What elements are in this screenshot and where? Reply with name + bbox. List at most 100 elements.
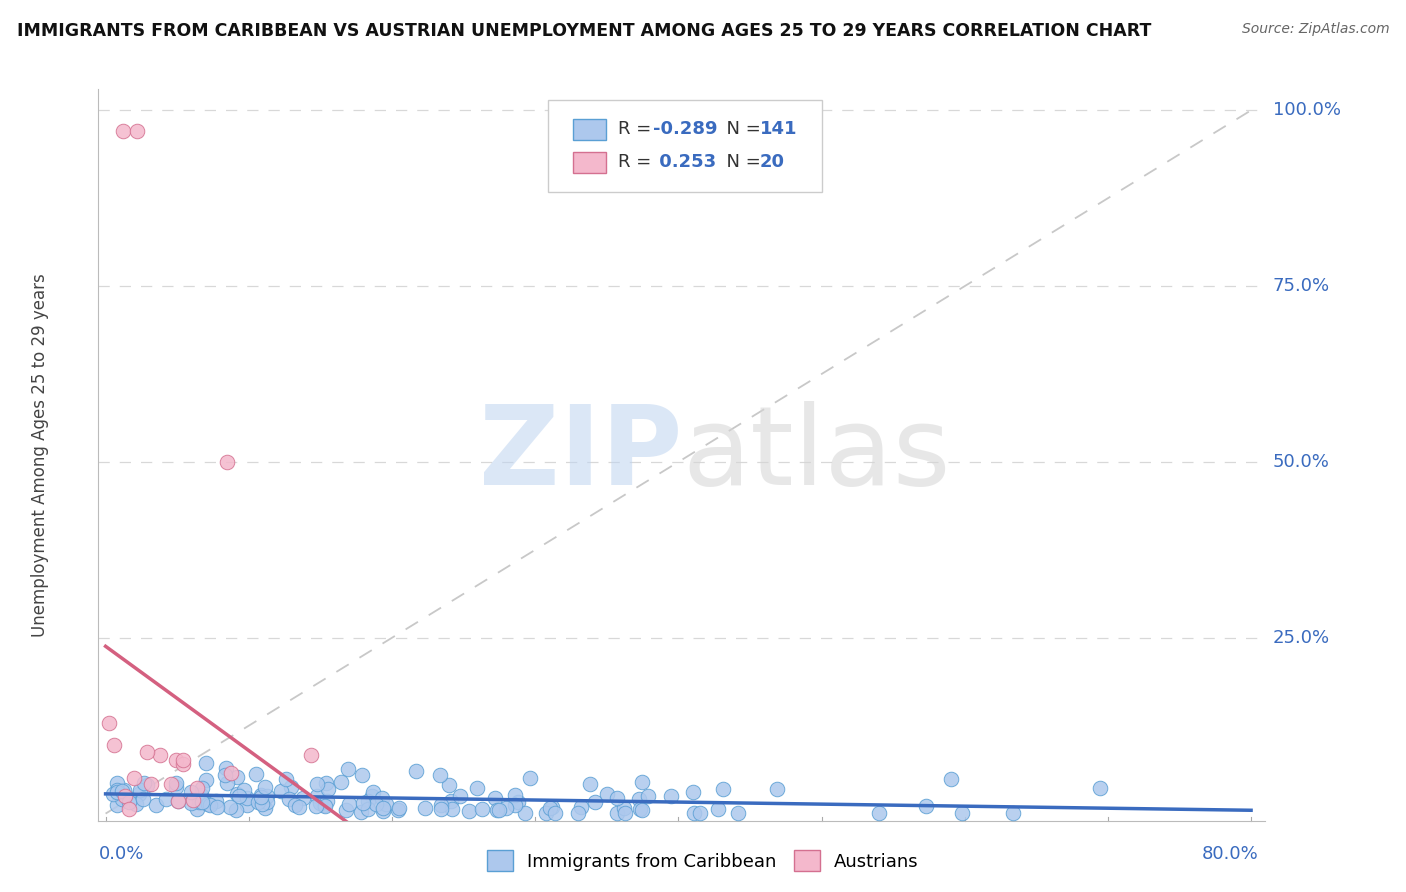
Point xyxy=(103,787,125,801)
Point xyxy=(314,799,336,814)
Point xyxy=(191,795,214,809)
Point xyxy=(361,785,384,799)
Point xyxy=(305,777,328,791)
Point xyxy=(437,778,460,792)
Text: IMMIGRANTS FROM CARIBBEAN VS AUSTRIAN UNEMPLOYMENT AMONG AGES 25 TO 29 YEARS COR: IMMIGRANTS FROM CARIBBEAN VS AUSTRIAN UN… xyxy=(17,22,1152,40)
Point xyxy=(567,805,589,820)
Point xyxy=(387,803,409,817)
Point xyxy=(707,802,730,816)
Point xyxy=(503,797,526,812)
Point xyxy=(256,795,278,809)
Point xyxy=(167,794,190,808)
Point xyxy=(315,775,337,789)
Point xyxy=(214,768,236,782)
Point xyxy=(495,801,517,815)
Point xyxy=(228,789,250,804)
Point xyxy=(105,776,128,790)
Point xyxy=(278,792,301,806)
Point xyxy=(868,805,890,820)
Point xyxy=(215,761,238,775)
Point xyxy=(205,800,228,814)
Point xyxy=(449,789,471,804)
Point xyxy=(117,795,139,809)
Point xyxy=(186,801,208,815)
Point xyxy=(430,798,453,813)
Point xyxy=(307,789,329,804)
Point xyxy=(166,794,188,808)
Point xyxy=(105,798,128,813)
Point xyxy=(606,805,628,820)
Point xyxy=(519,771,541,785)
Text: Unemployment Among Ages 25 to 29 years: Unemployment Among Ages 25 to 29 years xyxy=(31,273,49,637)
Point xyxy=(135,745,157,759)
Text: 75.0%: 75.0% xyxy=(1272,277,1330,295)
Point xyxy=(118,801,141,815)
Point xyxy=(727,805,749,820)
Point xyxy=(335,803,357,817)
Point xyxy=(534,805,557,820)
Point xyxy=(361,789,384,804)
Point xyxy=(429,768,451,782)
Point xyxy=(246,795,269,809)
Point xyxy=(232,783,254,797)
Point xyxy=(159,777,181,791)
Point xyxy=(337,797,360,812)
Point xyxy=(250,790,273,805)
Point xyxy=(136,778,159,792)
Point xyxy=(458,804,481,818)
Point xyxy=(595,787,617,801)
Point xyxy=(253,801,276,815)
Point xyxy=(683,805,706,820)
Text: R =: R = xyxy=(617,120,657,138)
Point xyxy=(659,789,682,804)
Point xyxy=(766,781,789,796)
Point xyxy=(181,793,204,807)
Point xyxy=(172,753,194,767)
Point xyxy=(253,780,276,794)
Point xyxy=(122,771,145,785)
Point xyxy=(98,715,121,730)
Point xyxy=(388,801,411,815)
Text: 0.253: 0.253 xyxy=(652,153,716,171)
Point xyxy=(429,802,451,816)
Text: ZIP: ZIP xyxy=(478,401,682,508)
Point xyxy=(315,794,337,808)
Legend: Immigrants from Caribbean, Austrians: Immigrants from Caribbean, Austrians xyxy=(479,843,927,879)
Point xyxy=(627,791,650,805)
Point xyxy=(370,790,392,805)
Text: Source: ZipAtlas.com: Source: ZipAtlas.com xyxy=(1241,22,1389,37)
Point xyxy=(128,783,150,797)
Point xyxy=(630,774,652,789)
Text: atlas: atlas xyxy=(682,401,950,508)
Point xyxy=(613,800,636,814)
Text: N =: N = xyxy=(714,153,766,171)
Point xyxy=(336,762,359,776)
Point xyxy=(915,798,938,813)
Point xyxy=(105,785,128,799)
Text: 141: 141 xyxy=(761,120,797,138)
Point xyxy=(578,777,600,791)
Point xyxy=(274,772,297,787)
Point xyxy=(287,800,309,814)
Point xyxy=(249,788,271,802)
Point xyxy=(484,790,506,805)
Point xyxy=(284,798,307,813)
Point xyxy=(413,801,436,815)
Point xyxy=(111,791,134,805)
Point xyxy=(225,770,247,784)
Point xyxy=(215,776,238,790)
Point xyxy=(471,802,494,816)
Point xyxy=(225,803,247,817)
Point xyxy=(364,797,387,812)
Point xyxy=(197,797,219,811)
Point xyxy=(637,789,659,803)
Point xyxy=(544,805,567,820)
Point xyxy=(357,802,380,816)
Point xyxy=(236,797,259,812)
Point xyxy=(187,795,209,809)
Point xyxy=(149,747,172,762)
Point xyxy=(105,783,128,797)
Point xyxy=(250,797,273,811)
Point xyxy=(111,784,134,798)
Point xyxy=(305,798,328,813)
